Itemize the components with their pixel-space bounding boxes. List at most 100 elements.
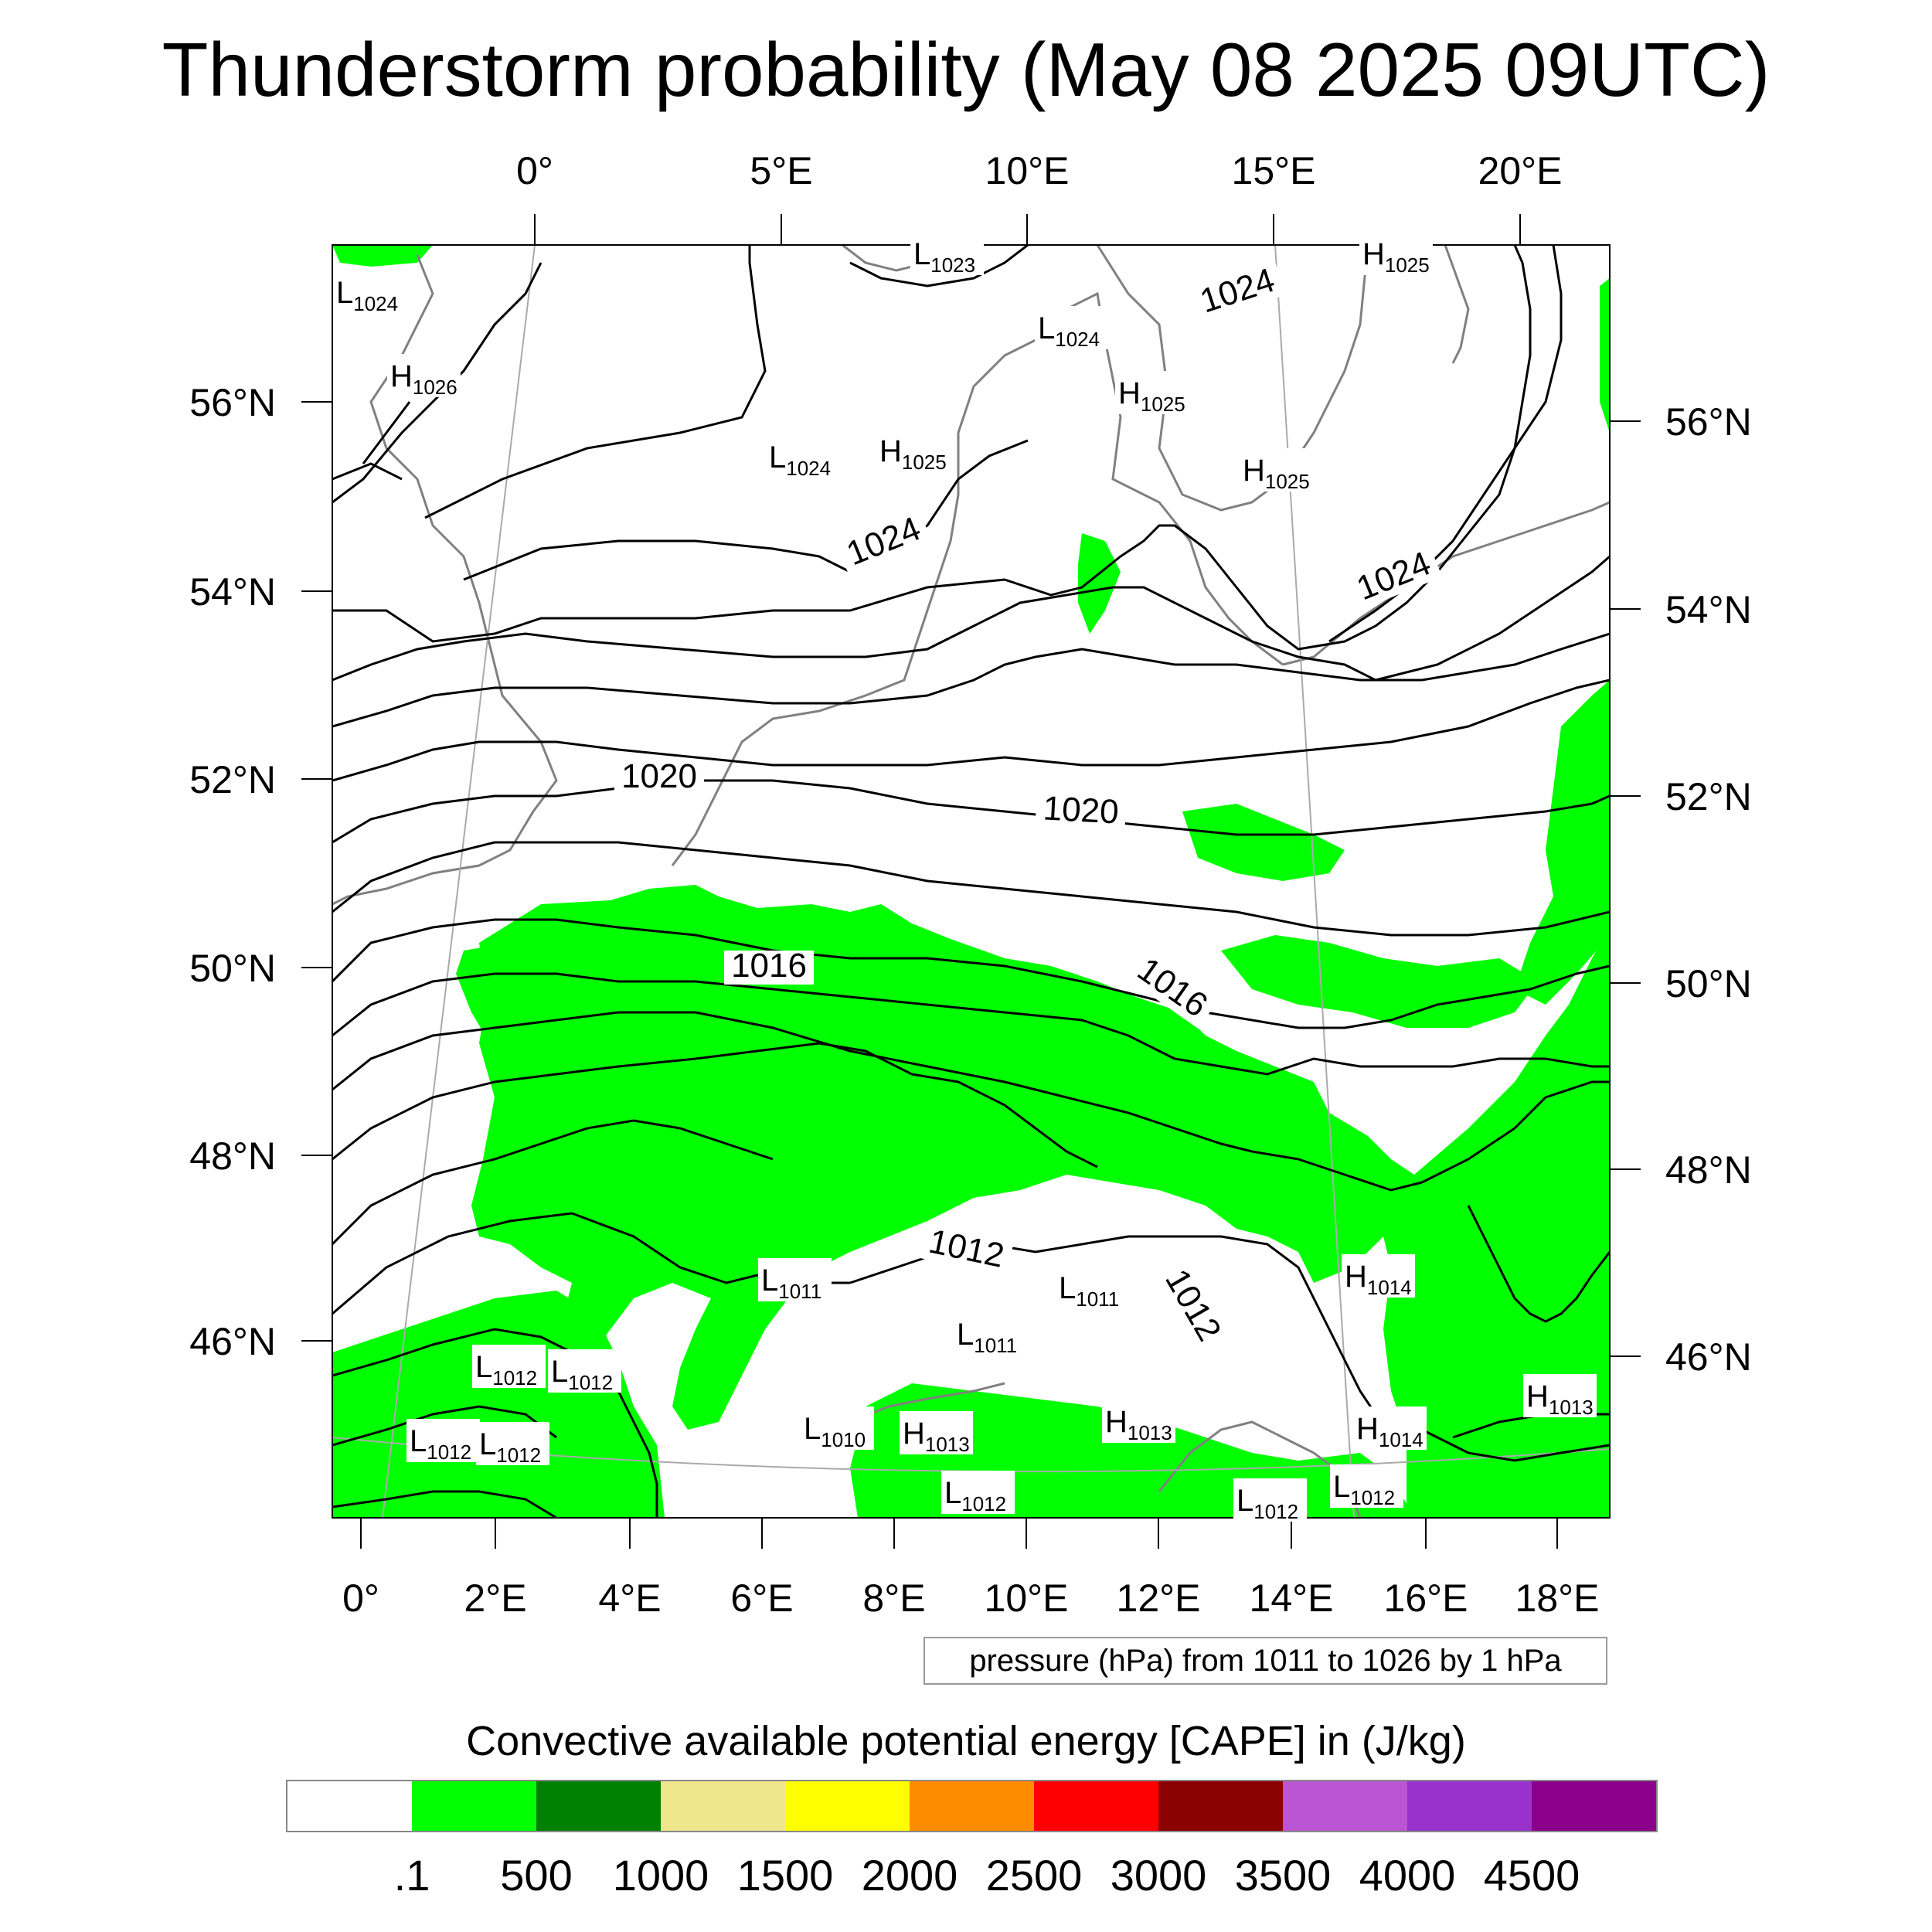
svg-text:H1025: H1025	[1243, 454, 1310, 493]
bottom-lon-label: 8°E	[862, 1577, 925, 1620]
colorbar-tick-label: 500	[500, 1851, 573, 1900]
colorbar-box	[785, 1781, 910, 1831]
isobar-21	[911, 1073, 1098, 1168]
isobar-12	[332, 679, 1610, 782]
cape-region-bohemia	[1182, 804, 1345, 881]
svg-text:L1010: L1010	[804, 1412, 866, 1451]
svg-text:L1011: L1011	[761, 1264, 821, 1303]
colorbar-tick-label: 3000	[1110, 1851, 1207, 1900]
right-lat-label: 56°N	[1665, 400, 1752, 444]
pressure-center-value: 1013	[925, 1433, 970, 1456]
bottom-lon-labels: 0° 2°E 4°E 6°E 8°E 10°E 12°E 14°E 16°E 1…	[342, 1577, 1599, 1620]
bottom-lon-label: 12°E	[1117, 1577, 1201, 1620]
cape-region-moravia	[1221, 935, 1538, 1028]
bottom-lon-label: 6°E	[730, 1577, 793, 1620]
meridian-0	[382, 245, 536, 1518]
right-lat-label: 46°N	[1665, 1335, 1752, 1379]
svg-text:L1012: L1012	[475, 1350, 537, 1389]
pressure-center-type: H	[1356, 1412, 1379, 1446]
isobar-8	[332, 245, 1532, 651]
pressure-center-value: 1014	[1367, 1276, 1412, 1299]
pressure-center-markers: L1024 H1026 L1023 H1025 L1024 H1025 L102…	[333, 232, 1597, 1523]
isobar-17	[332, 1011, 1423, 1192]
isobar-28	[332, 1490, 557, 1518]
pressure-center-type: H	[390, 359, 413, 393]
pressure-center-type: H	[1362, 237, 1385, 271]
colorbar-box	[412, 1781, 536, 1831]
pressure-center-type: L	[1038, 311, 1055, 345]
isobar-value-label: 1016	[731, 947, 807, 985]
pressure-center-type: L	[475, 1350, 492, 1384]
isobars	[332, 245, 1610, 1518]
isobar-2	[362, 401, 411, 464]
svg-text:L1012: L1012	[944, 1476, 1006, 1515]
pressure-center-value: 1014	[1379, 1428, 1423, 1451]
cape-region-baltic	[1078, 533, 1121, 634]
pressure-center-type: L	[804, 1412, 821, 1446]
cape-region-northwest	[332, 245, 433, 267]
svg-text:H1013: H1013	[1105, 1405, 1172, 1444]
svg-text:L1012: L1012	[410, 1424, 471, 1464]
colorbar-tick-label: 4000	[1359, 1851, 1456, 1900]
cape-region-east-block	[1376, 927, 1610, 1518]
colorbar-box	[1532, 1781, 1656, 1831]
pressure-center-type: H	[1105, 1405, 1128, 1439]
colorbar-box	[1034, 1781, 1158, 1831]
pressure-center-type: L	[1333, 1470, 1350, 1504]
pressure-center-type: H	[1345, 1260, 1367, 1294]
pressure-center-value: 1024	[786, 457, 831, 480]
left-lat-label: 52°N	[189, 758, 276, 801]
map-title: Thunderstorm probability (May 08 2025 09…	[162, 27, 1770, 112]
isobar-27	[332, 1405, 557, 1447]
svg-text:H1025: H1025	[1362, 237, 1430, 277]
bottom-lon-label: 0°	[342, 1577, 379, 1620]
top-lon-label: 0°	[516, 149, 553, 192]
svg-text:L1024: L1024	[1038, 311, 1100, 351]
bottom-lon-label: 2°E	[464, 1577, 526, 1620]
pressure-center-value: 1012	[427, 1440, 471, 1464]
left-lat-labels: 56°N 54°N 52°N 50°N 48°N 46°N	[189, 381, 276, 1363]
pressure-center-value: 1011	[974, 1334, 1017, 1357]
pressure-center-value: 1011	[1076, 1287, 1119, 1311]
colorbar-tick-label: 2000	[861, 1851, 958, 1900]
coast-britain-east	[332, 254, 558, 906]
pressure-center-type: L	[1059, 1271, 1076, 1305]
pressure-center-type: L	[761, 1264, 778, 1298]
coast-east-islands	[1444, 245, 1470, 364]
svg-text:H1014: H1014	[1356, 1412, 1423, 1451]
isobar-18	[1421, 1080, 1610, 1184]
pressure-center-value: 1025	[902, 451, 947, 474]
cape-region-right-edge	[1600, 278, 1610, 433]
colorbar-box	[287, 1781, 412, 1831]
pressure-center-value: 1012	[496, 1444, 541, 1467]
left-lat-label: 54°N	[189, 570, 276, 614]
right-lat-label: 54°N	[1665, 588, 1752, 631]
colorbar-box	[1407, 1781, 1532, 1831]
svg-text:H1025: H1025	[1118, 376, 1185, 416]
pressure-center-value: 1012	[1253, 1500, 1298, 1523]
pressure-center-type: H	[1526, 1379, 1549, 1413]
svg-text:L1011: L1011	[957, 1318, 1017, 1357]
isobar-13	[332, 779, 1610, 844]
svg-text:L1024: L1024	[336, 276, 398, 315]
isobar-3	[424, 245, 767, 519]
top-lon-label: 10°E	[985, 149, 1070, 192]
bottom-lon-label: 4°E	[598, 1577, 661, 1620]
svg-text:H1013: H1013	[1526, 1379, 1594, 1419]
colorbar-box	[1283, 1781, 1407, 1831]
colorbar-box	[1158, 1781, 1283, 1831]
pressure-center-value: 1012	[1350, 1486, 1395, 1509]
colorbar-tick-label: 1500	[736, 1851, 834, 1900]
isobar-19	[332, 1042, 913, 1161]
pressure-center-type: H	[1243, 454, 1265, 488]
colorbar-title: Convective available potential energy [C…	[466, 1718, 1466, 1764]
isobar-7	[849, 245, 1029, 287]
left-lat-label: 48°N	[189, 1134, 276, 1178]
pressure-center-type: H	[903, 1417, 925, 1451]
pressure-center-value: 1011	[778, 1280, 821, 1303]
pressure-center-value: 1013	[1549, 1396, 1594, 1419]
pressure-center-type: H	[1118, 376, 1141, 410]
svg-text:H1026: H1026	[390, 359, 457, 399]
pressure-center-value: 1025	[1141, 393, 1185, 416]
